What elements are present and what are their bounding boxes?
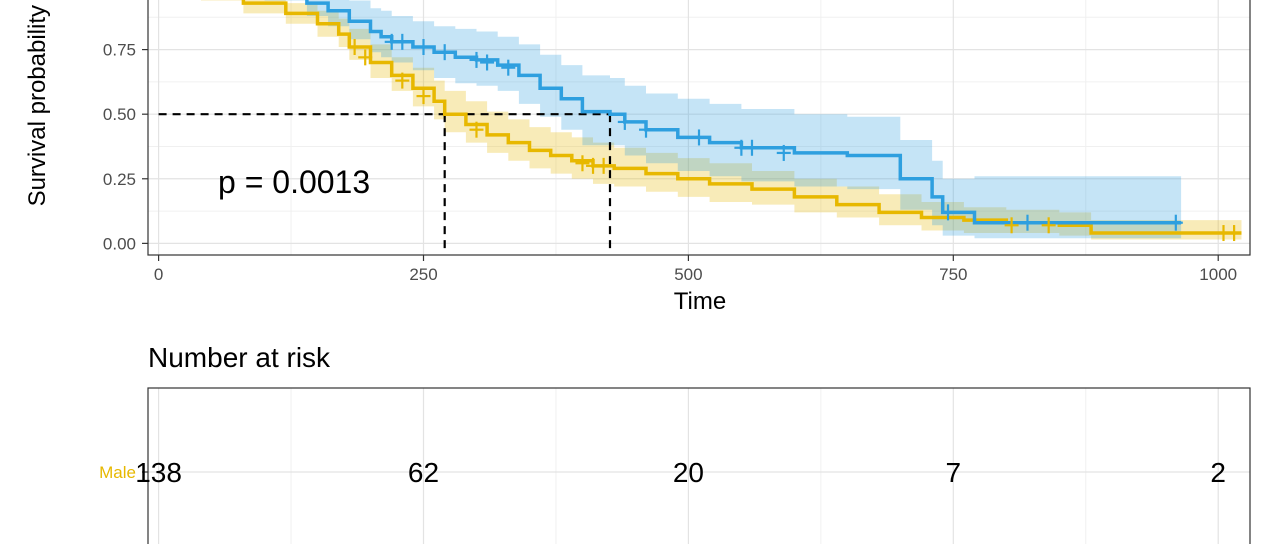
censor-mark-male (575, 155, 590, 172)
censor-mark-female (692, 129, 706, 146)
survival-curve-male (241, 0, 1242, 235)
censor-mark-male (395, 72, 410, 89)
censor-mark-female (480, 54, 495, 71)
censor-mark-female (1020, 214, 1035, 231)
y-tick-label: 0.25 (103, 170, 136, 189)
censor-mark-female (416, 39, 431, 56)
y-tick-label: 0.50 (103, 105, 136, 124)
risk-count: 2 (1210, 457, 1226, 488)
censor-mark-female (437, 44, 452, 61)
censor-mark-male (596, 157, 611, 174)
risk-table-rows: Male 138 62 20 7 2 (99, 457, 1226, 488)
censor-mark-male (358, 49, 373, 66)
censor-mark-female (1168, 214, 1183, 231)
survival-curves (241, 0, 1242, 235)
y-tick-label: 0.75 (103, 41, 136, 60)
survival-curve-female (305, 0, 1182, 225)
risk-count: 7 (946, 457, 962, 488)
confidence-band-male (201, 0, 1242, 240)
x-tick-label: 1000 (1199, 265, 1237, 284)
risk-table-frame (147, 387, 1251, 544)
x-tick-label: 250 (409, 265, 437, 284)
x-tick-label: 500 (674, 265, 702, 284)
y-axis-title: Survival probability (24, 5, 51, 206)
x-tick-label: 0 (154, 265, 163, 284)
censor-mark-male (347, 39, 362, 56)
censor-mark-female (776, 144, 791, 161)
p-value-annotation: p = 0.0013 (218, 164, 370, 200)
risk-table-title: Number at risk (148, 342, 331, 373)
risk-table-panel: Number at risk Male 138 62 20 7 2 (99, 342, 1251, 544)
censor-mark-male (1041, 217, 1056, 234)
censor-mark-female (744, 139, 759, 156)
median-survival-lines (158, 113, 612, 251)
y-axis-ticks: 0.00 0.25 0.50 0.75 (103, 41, 148, 253)
censor-mark-female (639, 121, 654, 138)
survival-plot-frame (147, 0, 1251, 256)
censor-mark-male (469, 121, 484, 138)
risk-row-label: Male (99, 463, 136, 482)
survival-plot-background (148, 0, 1250, 255)
risk-count: 62 (408, 457, 439, 488)
censor-mark-male (1227, 225, 1242, 242)
censor-mark-female (501, 59, 516, 76)
censor-mark-female (469, 51, 484, 68)
risk-table-grid (148, 388, 1250, 544)
x-axis-ticks: 0 250 500 750 1000 (154, 255, 1237, 284)
survival-plot-panel: 0.00 0.25 0.50 0.75 0 250 500 750 1000 p = 0.00… (24, 0, 1251, 315)
y-tick-label: 0.00 (103, 234, 136, 253)
censor-mark-female (395, 33, 410, 50)
risk-count: 20 (673, 457, 704, 488)
censor-mark-male (1004, 217, 1019, 234)
censor-mark-female (941, 204, 956, 221)
censor-mark-male (416, 88, 431, 105)
x-axis-title: Time (674, 288, 726, 315)
risk-table-background (148, 388, 1250, 544)
censor-mark-female (617, 113, 632, 130)
risk-count: 138 (135, 457, 182, 488)
censor-marks (347, 33, 1242, 242)
x-tick-label: 750 (939, 265, 967, 284)
